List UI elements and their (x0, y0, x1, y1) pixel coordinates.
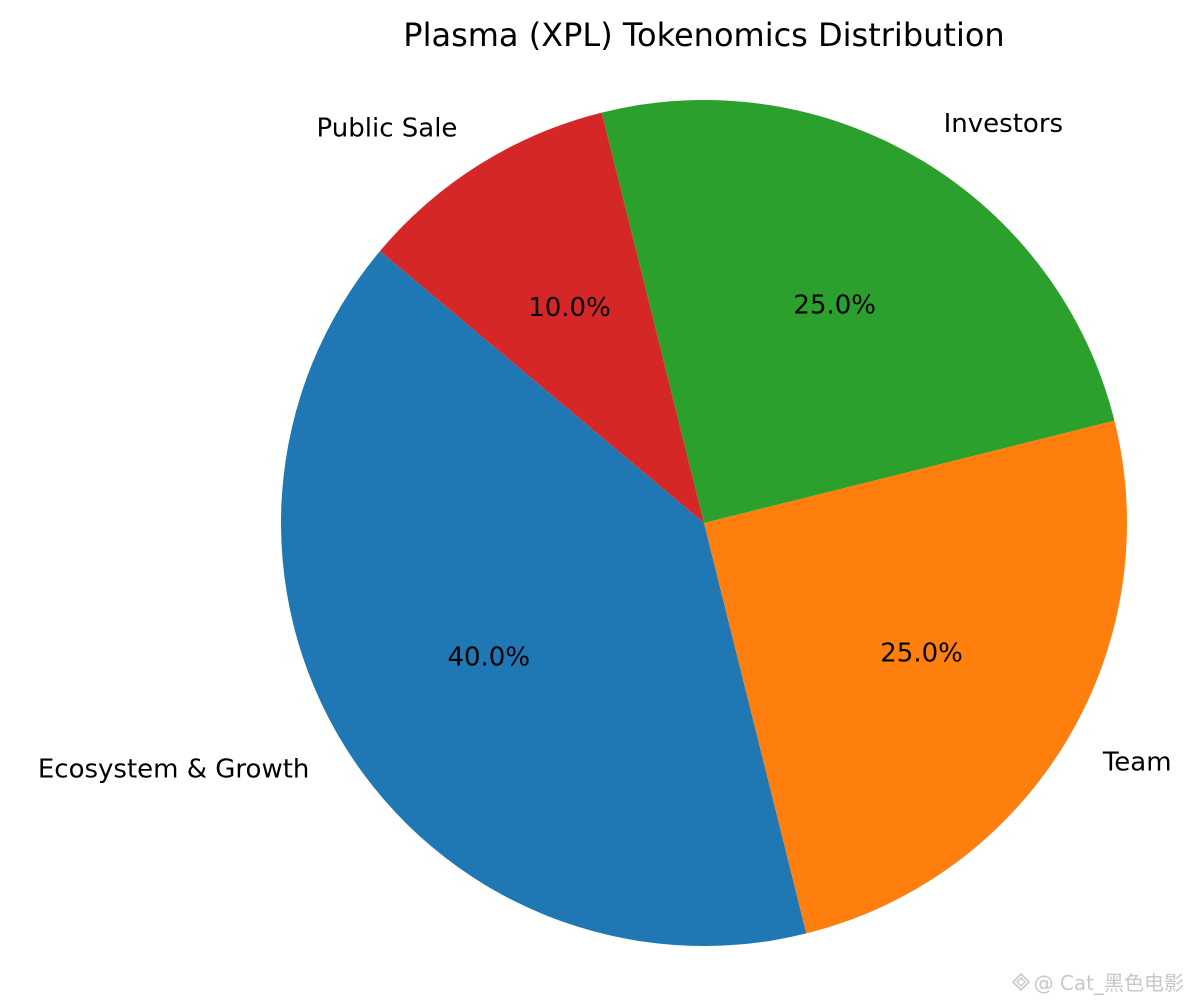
pie-slice-public-sale (379, 112, 704, 523)
chart-title: Plasma (XPL) Tokenomics Distribution (403, 16, 1004, 54)
pct-label-ecosystem-and-growth: 40.0% (447, 642, 530, 672)
slice-label-ecosystem-and-growth: Ecosystem & Growth (38, 755, 310, 785)
slice-label-team: Team (1102, 748, 1172, 778)
watermark: @ Cat_黑色电影 (1011, 967, 1184, 996)
pie-slices (280, 100, 1127, 947)
slice-label-investors: Investors (944, 109, 1063, 139)
pie-slice-team (704, 420, 1127, 934)
pct-label-public-sale: 10.0% (528, 293, 611, 323)
diamond-logo-icon (1011, 972, 1030, 991)
pct-label-investors: 25.0% (793, 290, 876, 320)
watermark-text: @ Cat_黑色电影 (1033, 971, 1184, 995)
slice-label-public-sale: Public Sale (317, 113, 458, 143)
percentage-labels: 40.0% 25.0% 25.0% 10.0% (447, 290, 962, 672)
slice-labels: Ecosystem & Growth Team Investors Public Sa… (38, 109, 1172, 784)
pct-label-team: 25.0% (880, 639, 963, 669)
pie-slice-investors (601, 100, 1115, 523)
pie-slice-ecosystem-and-growth (280, 251, 807, 947)
